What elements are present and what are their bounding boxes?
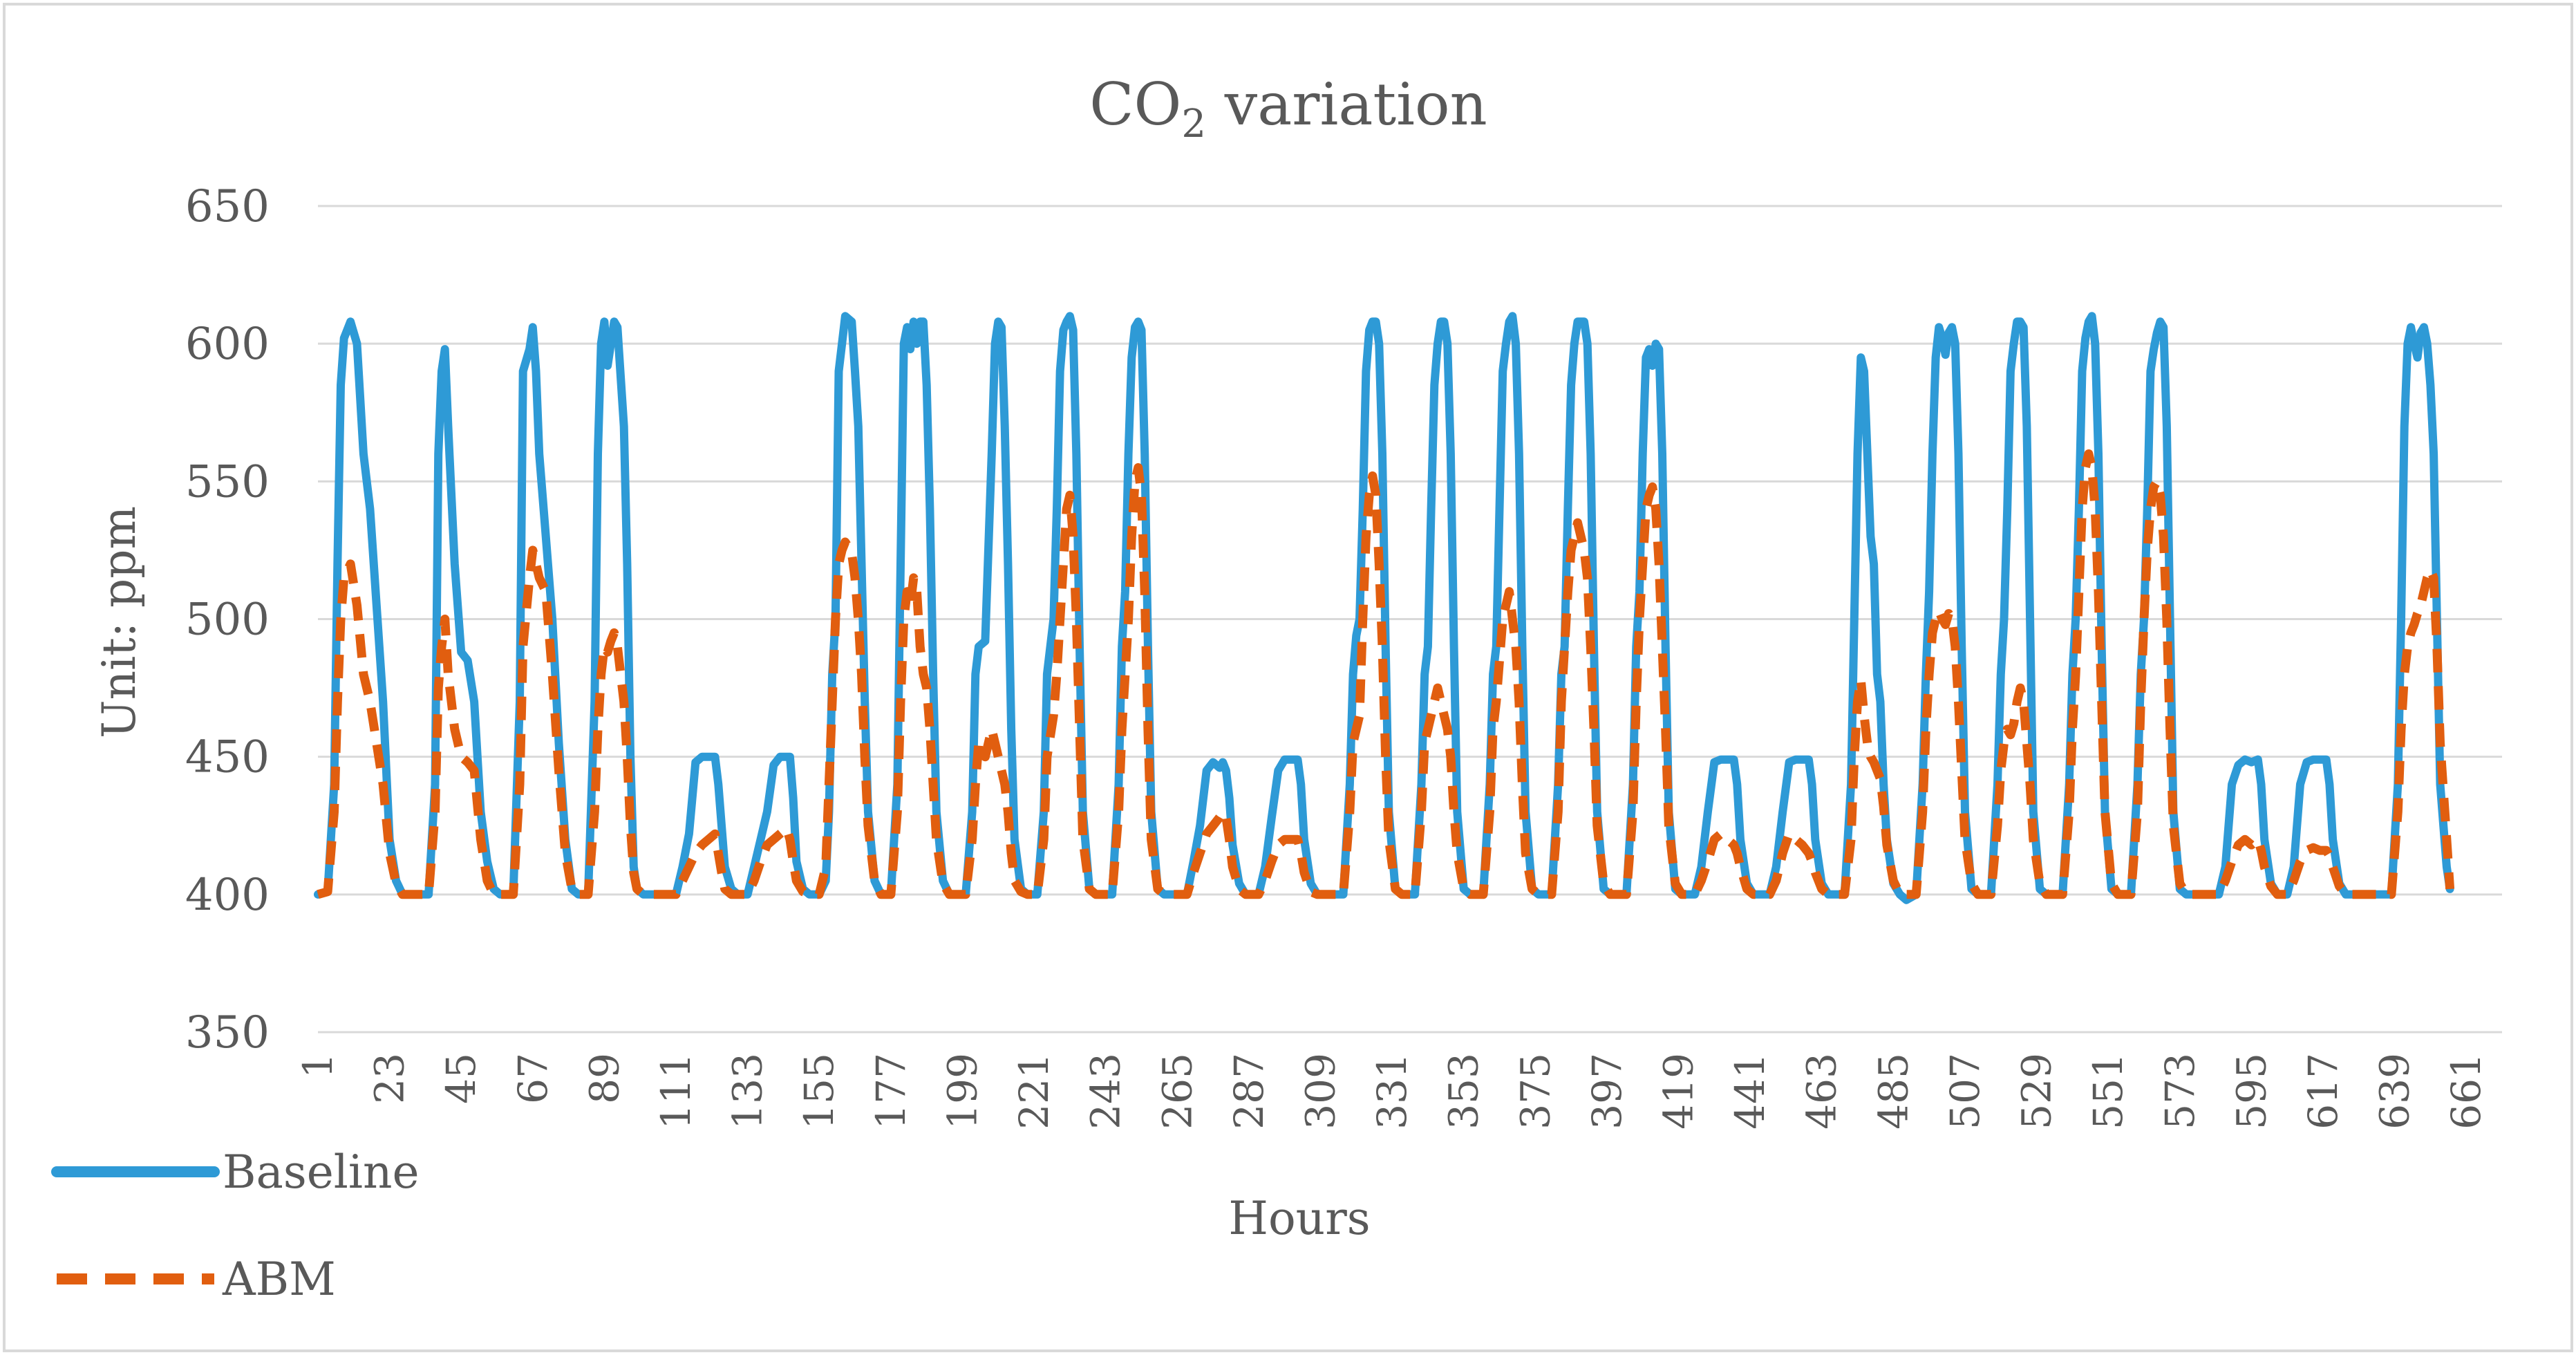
y-tick-label: 600	[185, 319, 270, 370]
chart-title-main: CO	[1089, 71, 1181, 138]
x-tick-label: 1	[294, 1053, 341, 1078]
y-tick-label: 450	[185, 732, 270, 783]
x-tick-label: 45	[438, 1053, 485, 1104]
x-tick-label: 617	[2300, 1053, 2347, 1130]
x-tick-label: 639	[2371, 1053, 2418, 1130]
y-tick-label: 650	[185, 181, 270, 232]
x-tick-label: 485	[1870, 1053, 1917, 1130]
y-tick-label: 500	[185, 595, 270, 646]
x-tick-label: 177	[867, 1053, 914, 1130]
x-axis-label: Hours	[1228, 1192, 1370, 1245]
x-tick-label: 661	[2443, 1053, 2490, 1130]
series-line-abm	[317, 449, 2455, 899]
y-axis-label: Unit: ppm	[93, 506, 146, 738]
x-tick-label: 529	[2013, 1053, 2060, 1130]
series-group	[314, 312, 2455, 904]
x-tick-label: 155	[796, 1053, 843, 1130]
x-tick-label: 265	[1154, 1053, 1201, 1130]
chart-title-suffix: variation	[1206, 71, 1487, 138]
chart-title: CO2 variation	[1089, 71, 1487, 147]
x-tick-label: 243	[1082, 1053, 1129, 1130]
x-tick-label: 463	[1798, 1053, 1845, 1130]
chart-title-subscript: 2	[1181, 102, 1206, 147]
legend-item-baseline: Baseline	[51, 1146, 420, 1199]
gridlines	[318, 205, 2502, 1034]
legend-label-abm: ABM	[222, 1253, 336, 1306]
legend: Baseline ABM	[51, 1146, 420, 1306]
x-tick-label: 287	[1225, 1053, 1272, 1130]
x-tick-label: 507	[1942, 1053, 1989, 1130]
x-tick-label: 309	[1297, 1053, 1344, 1130]
x-tick-label: 441	[1727, 1053, 1774, 1130]
x-tick-label: 595	[2228, 1053, 2275, 1130]
x-tick-label: 375	[1512, 1053, 1559, 1130]
x-tick-label: 89	[581, 1053, 628, 1104]
x-tick-label: 419	[1655, 1053, 1702, 1130]
x-tick-label: 133	[724, 1053, 771, 1130]
x-tick-label: 551	[2085, 1053, 2132, 1130]
x-tick-label: 67	[509, 1053, 556, 1104]
legend-label-baseline: Baseline	[223, 1146, 420, 1199]
x-tick-label: 199	[939, 1053, 986, 1130]
x-tick-label: 111	[652, 1053, 699, 1130]
x-tick-label: 397	[1583, 1053, 1630, 1130]
x-axis-ticks: 1 23 45 67 89 111 133 155 177 199 221 243 265 287 309 3…	[294, 1053, 2490, 1130]
y-tick-label: 400	[185, 870, 270, 921]
y-axis-ticks: 350 400 450 500 550 600 650	[185, 181, 270, 1058]
x-tick-label: 221	[1010, 1053, 1057, 1130]
y-tick-label: 350	[185, 1007, 270, 1058]
x-tick-label: 331	[1369, 1053, 1416, 1130]
x-tick-label: 573	[2156, 1053, 2203, 1130]
x-tick-label: 23	[366, 1053, 413, 1104]
x-tick-label: 353	[1440, 1053, 1487, 1130]
legend-item-abm: ABM	[57, 1253, 336, 1306]
y-tick-label: 550	[185, 456, 270, 507]
